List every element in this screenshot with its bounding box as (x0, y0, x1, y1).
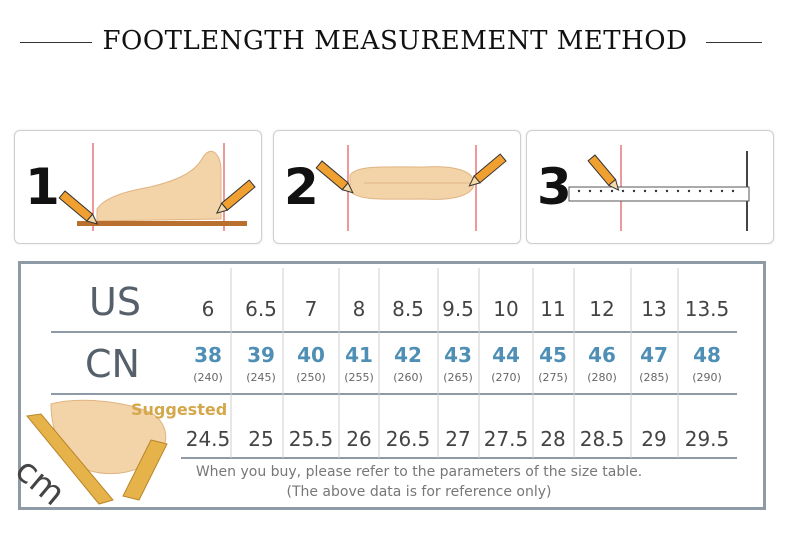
us-size-cell: 6 (201, 297, 215, 321)
suggested-label: Suggested (131, 400, 228, 419)
cn-mm-cell: (240) (193, 371, 223, 384)
us-size-cell: 7 (304, 297, 318, 321)
cn-row-label: CN (85, 342, 140, 386)
cm-length-cell: 26.5 (385, 427, 431, 451)
us-size-cell: 6.5 (245, 297, 277, 321)
ruler-measurement-icon (568, 145, 750, 231)
cn-size-cell: 46 (588, 343, 616, 367)
cn-mm-cell: (290) (692, 371, 722, 384)
step-3-number: 3 (537, 158, 572, 216)
page-title: FOOTLENGTH MEASUREMENT METHOD (102, 26, 688, 56)
cn-mm-cell: (265) (443, 371, 473, 384)
us-size-cell: 12 (589, 297, 615, 321)
cn-size-cell: 41 (345, 343, 373, 367)
cn-mm-cell: (255) (344, 371, 374, 384)
table-grid (26, 268, 737, 505)
cn-size-cell: 43 (444, 343, 472, 367)
us-row-label: US (89, 280, 141, 324)
cn-mm-cell: (250) (296, 371, 326, 384)
step-3-panel: 3 (526, 130, 774, 244)
us-size-cell: 8 (352, 297, 366, 321)
cm-length-cell: 24.5 (185, 427, 231, 451)
us-size-cell: 13.5 (684, 297, 730, 321)
cm-length-cell: 29 (641, 427, 667, 451)
cn-mm-cell: (285) (639, 371, 669, 384)
cn-mm-cell: (275) (538, 371, 568, 384)
cn-size-cell: 42 (394, 343, 422, 367)
cm-length-cell: 28 (540, 427, 566, 451)
cm-length-cell: 29.5 (684, 427, 730, 451)
us-size-cell: 10 (493, 297, 519, 321)
size-table: US CN Suggested cm When you buy, please … (7, 261, 766, 514)
cm-length-cell: 27.5 (483, 427, 529, 451)
cn-mm-cell: (280) (587, 371, 617, 384)
cn-mm-cell: (260) (393, 371, 423, 384)
foot-top-view-measurement-icon (315, 145, 507, 231)
cn-size-cell: 44 (492, 343, 520, 367)
us-size-cell: 9.5 (442, 297, 474, 321)
cn-mm-cell: (270) (491, 371, 521, 384)
step-1-number: 1 (25, 158, 60, 216)
step-1-panel: 1 (14, 130, 262, 244)
cm-length-cell: 25.5 (288, 427, 334, 451)
note-line-1: When you buy, please refer to the parame… (195, 464, 643, 480)
cn-size-cell: 48 (693, 343, 721, 367)
cm-length-cell: 28.5 (579, 427, 625, 451)
cn-mm-cell: (245) (246, 371, 276, 384)
cn-size-cell: 45 (539, 343, 567, 367)
cm-length-cell: 27 (445, 427, 471, 451)
title-right-line (706, 42, 762, 43)
cn-size-cell: 47 (640, 343, 668, 367)
us-size-cell: 13 (641, 297, 667, 321)
cn-size-cell: 38 (194, 343, 222, 367)
cn-size-cell: 40 (297, 343, 325, 367)
foot-side-view-measurement-icon (58, 143, 256, 231)
step-2-number: 2 (284, 158, 319, 216)
us-size-cell: 8.5 (392, 297, 424, 321)
cm-length-cell: 26 (346, 427, 372, 451)
step-2-panel: 2 (273, 130, 521, 244)
cn-size-cell: 39 (247, 343, 275, 367)
us-size-cell: 11 (540, 297, 566, 321)
cm-length-cell: 25 (248, 427, 274, 451)
note-line-2: (The above data is for reference only) (286, 484, 552, 500)
title-left-line (20, 42, 92, 43)
title-bar: FOOTLENGTH MEASUREMENT METHOD (0, 20, 790, 70)
